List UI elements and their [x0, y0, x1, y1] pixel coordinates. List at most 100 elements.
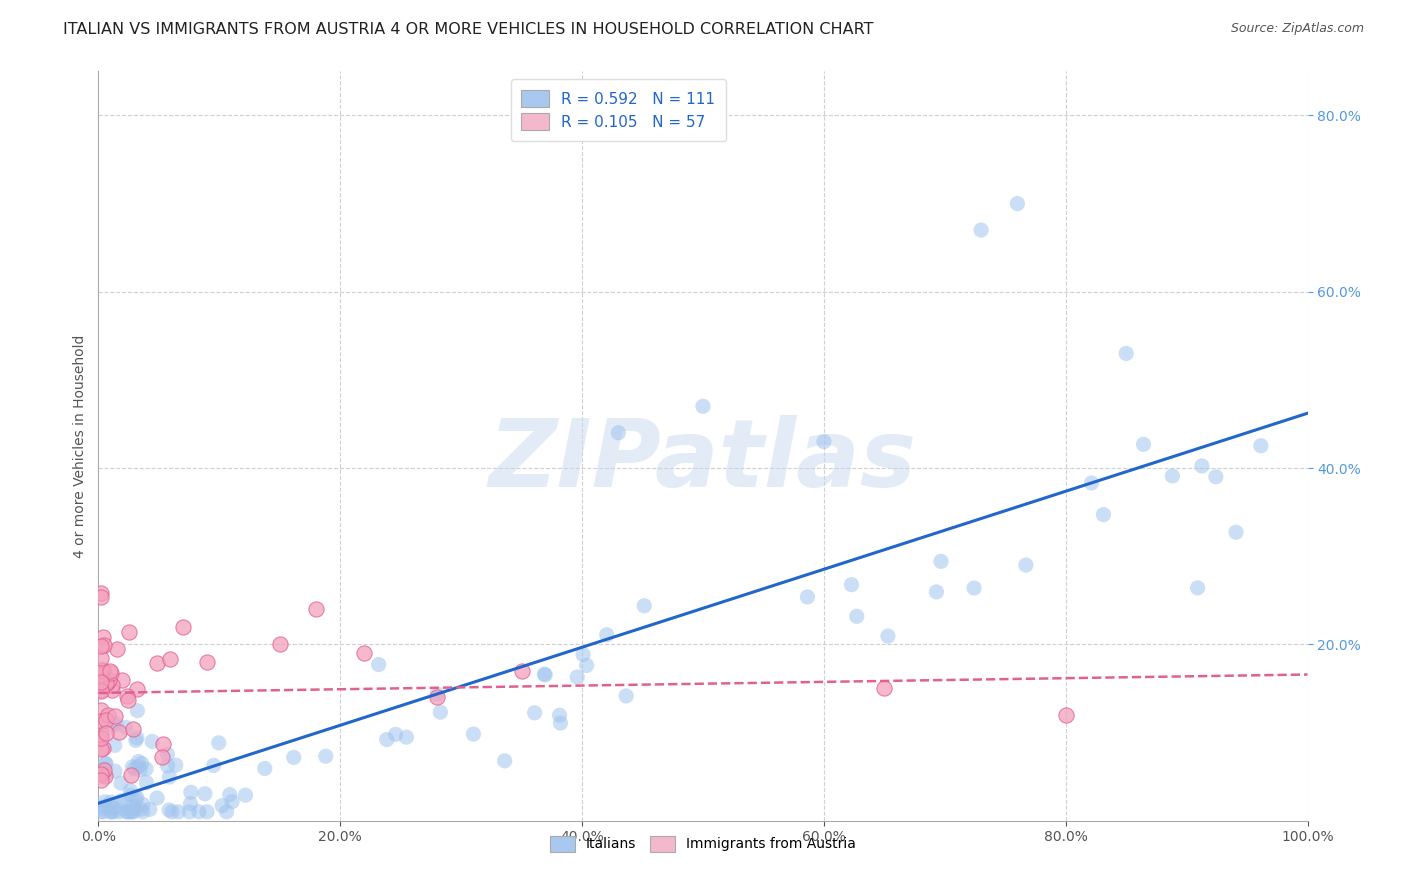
Point	[129, 802, 152, 816]
Point	[125, 731, 148, 745]
Point	[91, 740, 114, 755]
Point	[1092, 508, 1115, 522]
Point	[970, 223, 993, 237]
Y-axis label: 4 or more Vehicles in Household: 4 or more Vehicles in Household	[73, 334, 87, 558]
Point	[90, 651, 112, 665]
Point	[104, 709, 127, 723]
Point	[150, 749, 173, 764]
Point	[179, 805, 201, 819]
Point	[463, 727, 485, 741]
Point	[692, 400, 714, 414]
Point	[93, 795, 115, 809]
Point	[90, 663, 112, 677]
Point	[118, 805, 141, 819]
Point	[375, 732, 398, 747]
Point	[105, 642, 128, 657]
Point	[127, 704, 149, 718]
Point	[90, 667, 112, 681]
Point	[132, 805, 155, 819]
Point	[1015, 558, 1038, 572]
Point	[575, 658, 598, 673]
Point	[283, 750, 305, 764]
Point	[208, 736, 231, 750]
Point	[90, 766, 112, 780]
Point	[596, 628, 619, 642]
Point	[145, 656, 167, 670]
Point	[195, 805, 218, 819]
Point	[813, 434, 835, 449]
Point	[253, 762, 276, 776]
Point	[633, 599, 655, 613]
Point	[120, 789, 142, 803]
Point	[103, 805, 125, 819]
Point	[172, 620, 194, 634]
Point	[159, 652, 181, 666]
Point	[91, 631, 114, 645]
Point	[796, 590, 818, 604]
Point	[1205, 470, 1227, 484]
Point	[180, 785, 202, 799]
Point	[93, 663, 115, 677]
Point	[523, 706, 546, 720]
Point	[89, 801, 111, 815]
Point	[305, 602, 328, 616]
Point	[125, 790, 148, 805]
Point	[117, 693, 139, 707]
Point	[127, 682, 149, 697]
Point	[125, 791, 148, 805]
Point	[607, 425, 630, 440]
Point	[156, 759, 179, 773]
Point	[139, 802, 162, 816]
Point	[269, 637, 291, 651]
Point	[1161, 469, 1184, 483]
Point	[93, 639, 115, 653]
Point	[90, 772, 112, 787]
Point	[548, 708, 571, 723]
Point	[211, 798, 233, 813]
Point	[146, 791, 169, 805]
Point	[98, 805, 121, 819]
Point	[107, 724, 129, 739]
Point	[90, 727, 112, 741]
Point	[94, 756, 117, 771]
Point	[1187, 581, 1209, 595]
Point	[101, 805, 124, 819]
Point	[120, 783, 142, 797]
Point	[90, 731, 112, 745]
Point	[572, 648, 595, 662]
Point	[94, 767, 117, 781]
Text: Source: ZipAtlas.com: Source: ZipAtlas.com	[1230, 22, 1364, 36]
Point	[120, 768, 142, 782]
Point	[100, 800, 122, 814]
Point	[929, 554, 952, 568]
Point	[100, 795, 122, 809]
Point	[90, 668, 112, 682]
Point	[876, 629, 898, 643]
Point	[125, 733, 148, 747]
Point	[122, 802, 145, 816]
Point	[122, 799, 145, 814]
Point	[156, 747, 179, 761]
Point	[127, 755, 149, 769]
Point	[614, 689, 637, 703]
Point	[110, 776, 132, 790]
Point	[218, 788, 240, 802]
Point	[550, 716, 572, 731]
Point	[94, 675, 117, 690]
Point	[90, 714, 112, 728]
Point	[121, 805, 143, 819]
Point	[873, 681, 896, 696]
Point	[235, 788, 257, 802]
Point	[90, 675, 112, 690]
Point	[124, 762, 146, 776]
Point	[157, 770, 180, 784]
Point	[100, 665, 122, 680]
Point	[93, 805, 115, 819]
Point	[93, 762, 115, 776]
Point	[117, 690, 139, 704]
Point	[367, 657, 389, 672]
Point	[108, 805, 131, 819]
Point	[1054, 707, 1077, 722]
Point	[510, 664, 533, 678]
Point	[90, 639, 112, 653]
